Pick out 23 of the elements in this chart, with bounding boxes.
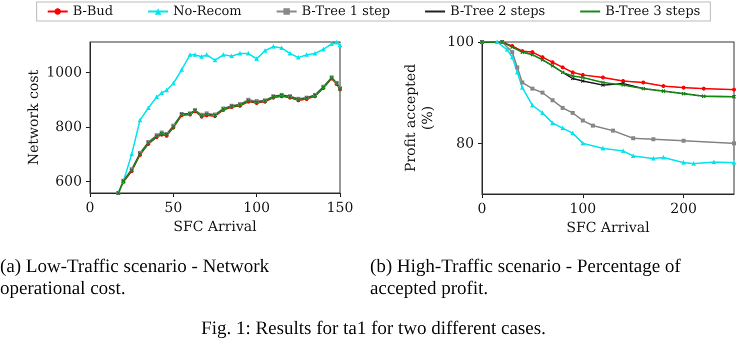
text: (b) High-Traffic scenario - Percentage of accepted profit. [370,256,682,300]
y-tick-label: 80 [456,135,474,152]
text: (a) Low-Traffic scenario - Network operational cost. [0,256,270,300]
legend-label: No-Recom [173,4,242,19]
x-tick-label: 0 [478,201,486,217]
legend-label: B-Tree 3 steps [605,4,700,19]
y-axis-title: Network cost [26,69,42,166]
x-tick-label: 150 [326,200,354,216]
y-tick-label: 800 [55,119,82,136]
y-tick-label: 600 [55,174,82,190]
legend-label: B-Tree 1 step [302,4,390,19]
y-tick-label: 1000 [46,64,82,81]
x-tick-label: 200 [670,201,697,217]
x-tick-label: 100 [569,201,596,217]
y-axis-title: Profit accepted (%) [402,64,436,172]
caption: Fig. 1: Results for ta1 for two different cases. [200,318,547,340]
x-tick-label: 100 [243,200,270,216]
legend-label: B-Bud [72,4,114,19]
x-tick-label: 50 [164,200,182,216]
x-tick-label: 0 [86,200,94,216]
x-axis-title: SFC Arrival [173,218,258,235]
legend-label: B-Tree 2 steps [450,4,546,19]
x-axis-title: SFC Arrival [566,220,650,236]
